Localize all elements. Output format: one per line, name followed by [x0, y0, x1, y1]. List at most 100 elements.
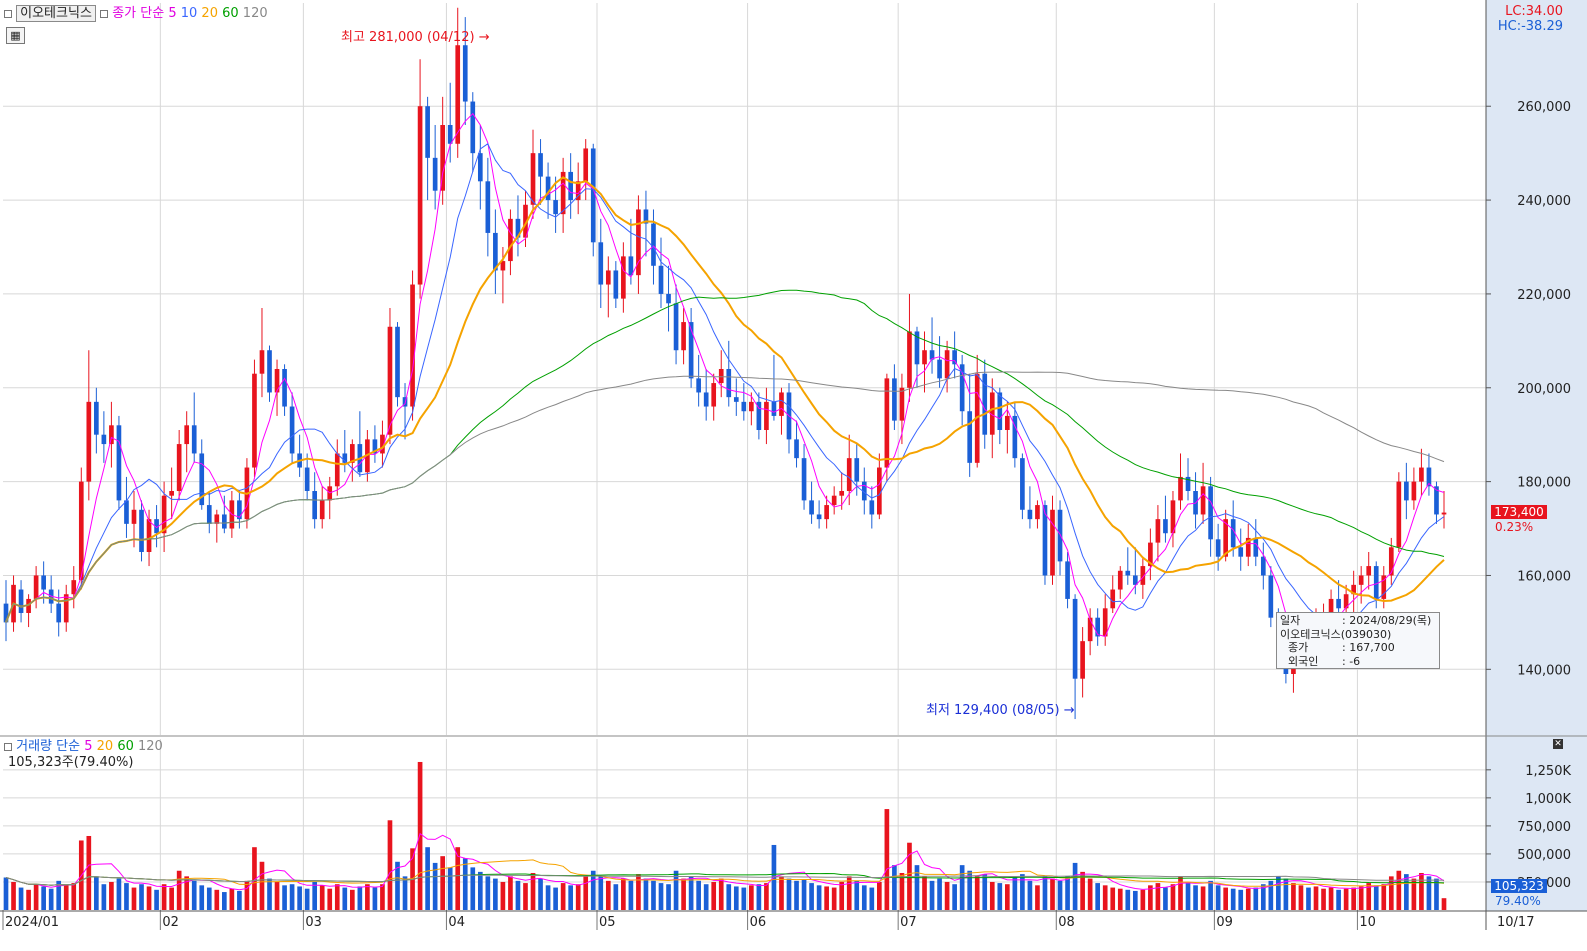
volume-bar	[1238, 889, 1244, 910]
volume-bar	[199, 885, 205, 910]
candle-body	[139, 509, 144, 552]
candle-body	[252, 373, 257, 468]
candle-body	[101, 434, 107, 445]
volume-bar	[846, 876, 852, 910]
candle-body	[884, 378, 890, 468]
vol-ma-5-label[interactable]: 5	[84, 739, 93, 754]
volume-bar	[297, 886, 302, 910]
candle-body	[861, 481, 867, 501]
volume-bar	[432, 862, 438, 910]
candle-body	[997, 392, 1003, 430]
volume-tick-label: 1,000K	[1525, 792, 1571, 807]
price-tick-label: 180,000	[1517, 476, 1571, 491]
volume-bar	[854, 880, 860, 910]
volume-bar	[3, 877, 9, 910]
ma-10-label[interactable]: 10	[180, 6, 198, 21]
volume-bar	[959, 865, 965, 910]
candle-body	[1268, 575, 1274, 618]
candle-body	[417, 106, 423, 285]
volume-bar	[1388, 876, 1394, 910]
candle-body	[1140, 566, 1146, 585]
lc-value: LC:34.00	[1505, 4, 1563, 19]
candle-body	[1163, 519, 1168, 534]
volume-bar	[1050, 878, 1055, 910]
volume-bar	[1027, 880, 1033, 910]
volume-bar	[605, 880, 611, 910]
volume-bar	[63, 885, 69, 910]
price-tick-label: 240,000	[1517, 194, 1571, 209]
volume-bar	[749, 885, 754, 910]
candle-body	[1230, 519, 1236, 548]
candle-body	[703, 392, 709, 407]
volume-bar	[545, 885, 551, 910]
candle-body	[304, 467, 310, 491]
volume-bar	[801, 879, 807, 910]
tooltip-date-label: 일자	[1280, 614, 1301, 627]
candle-body	[447, 125, 453, 144]
volume-bar	[997, 883, 1003, 910]
volume-bar	[1260, 884, 1266, 910]
vol-ma-120-label[interactable]: 120	[138, 739, 163, 754]
volume-bar	[259, 861, 265, 910]
ma-5-label[interactable]: 5	[168, 6, 177, 21]
candle-body	[199, 453, 205, 506]
close-icon[interactable]: ✕	[1553, 739, 1563, 749]
volume-title-label[interactable]: 거래량 단순	[16, 739, 81, 754]
ma-60-line	[5, 289, 1445, 623]
volume-bar	[365, 884, 370, 910]
volume-bar	[643, 878, 649, 910]
candle-body	[726, 369, 732, 398]
candle-body	[846, 458, 852, 491]
volume-bar	[312, 881, 318, 910]
candle-body	[560, 171, 566, 215]
candle-body	[380, 434, 385, 454]
volume-bar	[538, 878, 543, 910]
candle-body	[131, 509, 137, 524]
vol-ma-20-label[interactable]: 20	[96, 739, 114, 754]
volume-bar	[1004, 884, 1010, 910]
volume-bar	[824, 886, 829, 910]
candle-body	[1343, 594, 1349, 609]
candle-body	[1351, 584, 1356, 595]
candle-body	[568, 171, 573, 201]
volume-bar	[1223, 887, 1228, 910]
candle-body	[590, 148, 596, 243]
candle-body	[892, 378, 897, 421]
volume-bar	[86, 835, 92, 910]
table-grid-icon[interactable]: ▦	[6, 27, 25, 44]
stock-name-button[interactable]: 이오테크닉스	[16, 5, 96, 22]
candle-body	[485, 181, 491, 233]
ma-120-label[interactable]: 120	[242, 6, 268, 21]
vol-ma-60-label[interactable]: 60	[117, 739, 134, 754]
candle-body	[56, 603, 62, 623]
candle-body	[169, 491, 174, 496]
volume-bar	[1117, 888, 1123, 910]
candle-body	[94, 401, 99, 435]
candle-body	[1155, 519, 1161, 543]
ma-60-label[interactable]: 60	[222, 6, 239, 21]
candle-body	[967, 411, 973, 463]
candle-body	[1366, 566, 1372, 576]
volume-bar	[899, 872, 905, 910]
volume-bar	[1245, 888, 1251, 910]
ma-20-label[interactable]: 20	[201, 6, 218, 21]
tooltip-foreign-label: 외국인	[1288, 654, 1319, 668]
volume-bar	[741, 887, 747, 910]
volume-bar	[877, 881, 882, 910]
volume-bar	[267, 878, 272, 910]
candle-body	[312, 491, 318, 520]
volume-bar	[1155, 883, 1161, 910]
volume-bar	[139, 884, 144, 910]
volume-bar	[636, 874, 641, 910]
candle-body	[116, 425, 122, 501]
candle-body	[711, 383, 717, 407]
candle-body	[109, 425, 114, 445]
volume-bar	[109, 881, 114, 910]
ma-prefix-label[interactable]: 종가 단순	[112, 6, 165, 21]
x-tick-label: 2024/01	[5, 915, 59, 930]
candle-body	[952, 350, 957, 365]
candle-body	[1245, 537, 1251, 557]
volume-bar	[1125, 889, 1131, 910]
volume-bar	[688, 876, 694, 910]
